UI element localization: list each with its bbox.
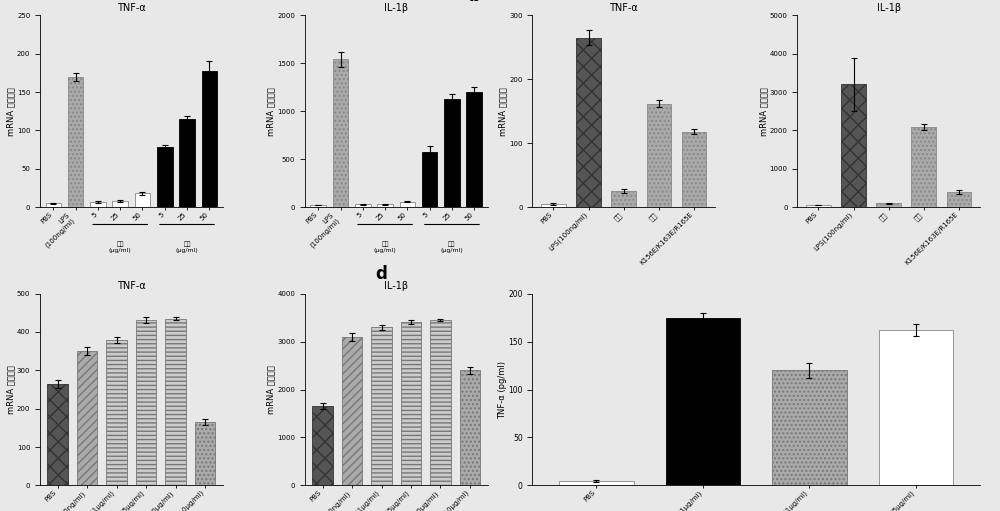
Bar <box>876 203 901 207</box>
Bar <box>611 191 636 207</box>
Bar <box>355 204 371 207</box>
Bar <box>77 351 97 485</box>
Y-axis label: mRNA 改变倍数: mRNA 改变倍数 <box>759 87 768 135</box>
Y-axis label: mRNA 改变倍数: mRNA 改变倍数 <box>267 87 276 135</box>
Y-axis label: mRNA 改变倍数: mRNA 改变倍数 <box>267 365 276 414</box>
Bar <box>179 119 195 207</box>
Y-axis label: mRNA 改变倍数: mRNA 改变倍数 <box>6 87 15 135</box>
Bar <box>466 92 482 207</box>
Bar <box>46 203 61 207</box>
Bar <box>202 71 217 207</box>
Bar <box>135 193 150 207</box>
Text: 二体
(μg/ml): 二体 (μg/ml) <box>374 242 397 253</box>
Bar <box>682 132 706 207</box>
Bar <box>879 330 953 485</box>
Bar <box>342 337 362 485</box>
Y-axis label: mRNA 改变倍数: mRNA 改变倍数 <box>6 365 15 414</box>
Bar <box>400 202 415 207</box>
Bar <box>841 84 866 207</box>
Bar <box>106 340 127 485</box>
Bar <box>68 77 83 207</box>
Bar <box>157 147 173 207</box>
Bar <box>310 205 326 207</box>
Bar <box>947 192 971 207</box>
Bar <box>90 202 106 207</box>
Text: 二体
(μg/ml): 二体 (μg/ml) <box>109 242 132 253</box>
Bar <box>47 384 68 485</box>
Bar <box>444 99 460 207</box>
Bar <box>430 320 451 485</box>
Bar <box>312 406 333 485</box>
Bar <box>806 205 831 207</box>
Bar <box>559 481 634 485</box>
Bar <box>112 201 128 207</box>
Title: TNF-α: TNF-α <box>117 282 146 291</box>
Y-axis label: TNF-α (pg/ml): TNF-α (pg/ml) <box>498 360 507 419</box>
Bar <box>165 318 186 485</box>
Y-axis label: mRNA 改变倍数: mRNA 改变倍数 <box>499 87 508 135</box>
Bar <box>911 127 936 207</box>
Bar <box>460 370 480 485</box>
Bar <box>377 204 393 207</box>
Bar <box>772 370 847 485</box>
Text: 八体
(μg/ml): 八体 (μg/ml) <box>176 242 198 253</box>
Title: IL-1β: IL-1β <box>384 282 408 291</box>
Bar <box>195 422 215 485</box>
Text: b: b <box>468 0 480 5</box>
Bar <box>576 38 601 207</box>
Title: TNF-α: TNF-α <box>609 3 638 13</box>
Bar <box>541 204 566 207</box>
Title: TNF-α: TNF-α <box>117 3 146 13</box>
Bar <box>136 320 156 485</box>
Bar <box>422 152 437 207</box>
Bar <box>666 317 740 485</box>
Bar <box>401 322 421 485</box>
Bar <box>371 327 392 485</box>
Bar <box>333 59 348 207</box>
Text: d: d <box>376 265 388 283</box>
Bar <box>647 104 671 207</box>
Title: IL-1β: IL-1β <box>384 3 408 13</box>
Text: 八体
(μg/ml): 八体 (μg/ml) <box>441 242 463 253</box>
Title: IL-1β: IL-1β <box>877 3 901 13</box>
